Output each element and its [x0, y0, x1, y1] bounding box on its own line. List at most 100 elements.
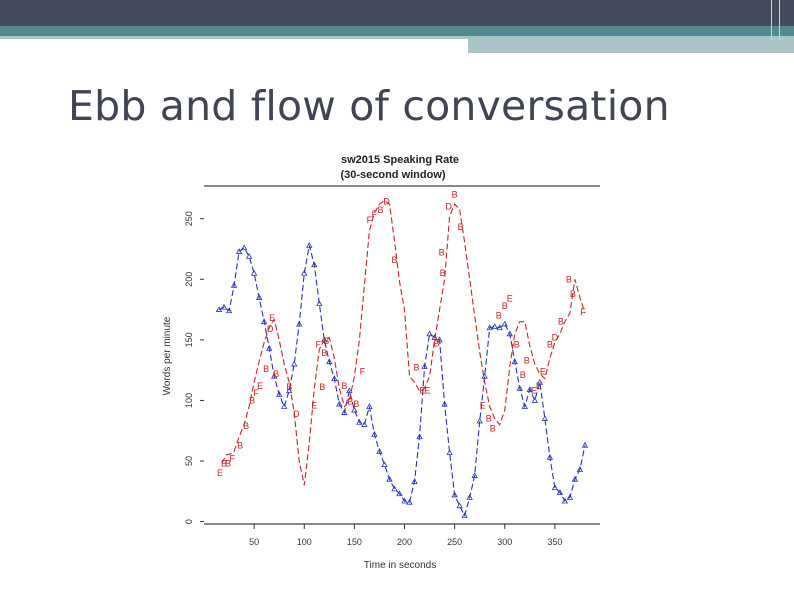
red-point-label: B	[570, 289, 576, 299]
red-point-label: B	[286, 382, 292, 392]
red-point-label: B	[391, 255, 397, 265]
x-axis-ticks: 50 100 150 200 250 300 350	[249, 524, 562, 547]
blue-point	[371, 431, 378, 437]
series-line-red	[221, 199, 586, 486]
blue-point	[566, 494, 574, 500]
red-point-label: B	[341, 381, 347, 391]
blue-point	[276, 391, 283, 397]
blue-point	[511, 358, 518, 365]
red-point-label: B	[524, 355, 530, 365]
x-tick-label: 250	[447, 537, 462, 547]
blue-point	[296, 320, 303, 327]
red-point-label: B	[434, 338, 440, 348]
x-tick-label: 100	[297, 537, 312, 547]
blue-point	[496, 324, 503, 331]
blue-point	[245, 252, 253, 259]
blue-point	[451, 491, 458, 498]
blue-point	[381, 461, 388, 468]
corner-line	[779, 0, 780, 40]
red-point-label: B	[440, 268, 446, 278]
blue-point	[235, 248, 243, 254]
blue-point	[581, 441, 589, 448]
blue-point	[326, 358, 333, 365]
red-point-label: B	[243, 421, 249, 431]
blue-point	[506, 330, 513, 337]
blue-point	[396, 490, 403, 497]
y-tick-label: 150	[184, 332, 194, 347]
red-point-label: D	[383, 197, 390, 207]
blue-point	[501, 320, 508, 327]
x-tick-label: 300	[497, 537, 512, 547]
blue-point	[391, 485, 398, 492]
blue-point	[336, 400, 343, 407]
blue-point	[481, 372, 488, 379]
red-point-label: B	[439, 248, 445, 258]
blue-point	[401, 497, 408, 504]
chart-subtitle: (30-second window)	[340, 169, 445, 181]
red-point-label: F	[367, 215, 373, 225]
blue-point	[260, 318, 268, 325]
x-tick-label: 50	[249, 537, 259, 547]
red-point-label: B	[249, 395, 255, 405]
red-point-label: B	[323, 336, 329, 346]
blue-point	[561, 497, 569, 504]
red-point-label: B	[319, 382, 325, 392]
blue-point	[240, 244, 248, 251]
red-point-label: E	[540, 366, 546, 376]
blue-point	[551, 484, 559, 491]
blue-point	[286, 387, 293, 394]
blue-point	[516, 384, 523, 391]
blue-point	[346, 387, 353, 394]
red-point-label: E	[217, 468, 223, 478]
x-tick-label: 200	[397, 537, 412, 547]
blue-point	[526, 386, 534, 392]
series-line-blue	[218, 245, 586, 517]
blue-point	[281, 403, 288, 409]
red-point-label: B	[486, 414, 492, 424]
red-point-label: B	[520, 370, 526, 380]
red-point-label: B	[558, 317, 564, 327]
blue-point	[421, 363, 428, 369]
blue-point	[220, 303, 228, 310]
data-series	[218, 199, 586, 517]
red-point-label: D	[293, 409, 300, 419]
y-tick-label: 50	[184, 456, 194, 466]
slide-title: Ebb and flow of conversation	[68, 82, 670, 130]
blue-point	[225, 307, 233, 314]
blue-point	[270, 372, 278, 379]
blue-point	[426, 330, 433, 337]
blue-point	[471, 472, 478, 478]
blue-point	[291, 360, 298, 367]
red-point-label: B	[221, 458, 227, 468]
red-point-label: B	[263, 364, 269, 374]
red-point-label: B	[353, 399, 359, 409]
blue-point	[386, 475, 393, 482]
blue-point	[456, 502, 463, 509]
blue-point	[466, 494, 473, 500]
blue-point	[541, 415, 549, 422]
red-point-label: E	[420, 386, 426, 396]
header-accent-band	[0, 26, 794, 36]
red-point-label: E	[311, 400, 317, 410]
red-point-label: D	[445, 202, 452, 212]
blue-point	[556, 489, 564, 495]
red-point-label: B	[347, 397, 353, 407]
blue-point	[476, 417, 483, 424]
red-point-label: F	[229, 454, 235, 464]
red-point-label: F	[316, 340, 322, 350]
corner-line	[771, 0, 772, 40]
red-point-label: B	[502, 301, 508, 311]
red-point-label: B	[514, 340, 520, 350]
blue-point	[491, 323, 498, 329]
header-thin-band	[0, 36, 468, 39]
header-bar	[0, 0, 794, 26]
blue-point	[446, 449, 453, 455]
red-point-label: B	[273, 369, 279, 379]
y-tick-label: 0	[184, 519, 194, 524]
blue-point	[331, 375, 338, 382]
x-tick-label: 150	[347, 537, 362, 547]
x-axis-label: Time in seconds	[364, 560, 436, 571]
red-point-label: E	[257, 381, 263, 391]
blue-point	[486, 324, 493, 331]
